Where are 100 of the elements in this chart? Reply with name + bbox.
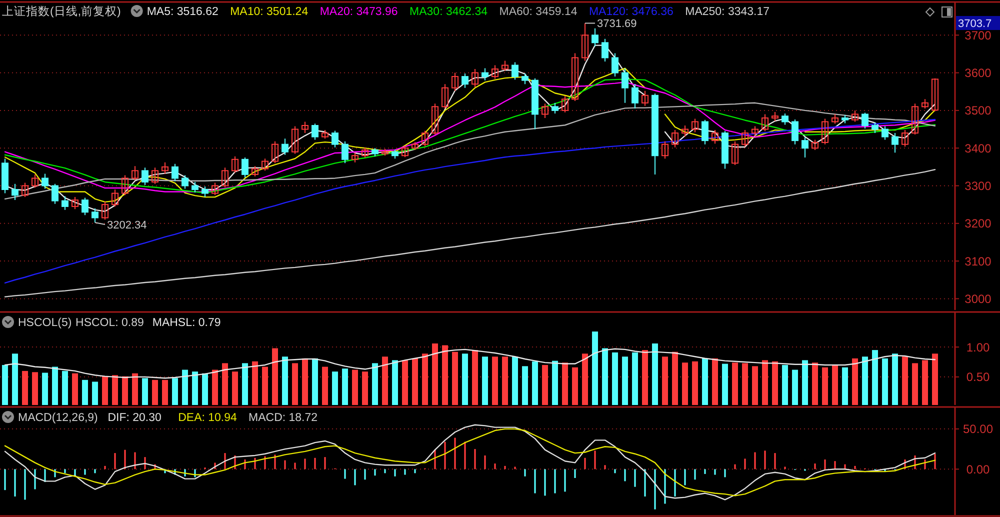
y-tick-label: 3600 (964, 66, 992, 80)
candlestick (622, 68, 628, 104)
candlestick (642, 90, 648, 106)
candlestick (62, 196, 68, 210)
candlestick (732, 140, 738, 166)
candlestick (742, 130, 748, 148)
candlestick (162, 162, 168, 174)
candlestick (672, 130, 678, 148)
candlestick (882, 126, 888, 140)
candlestick (182, 174, 188, 190)
candlestick (692, 118, 698, 133)
text: DIF: 20.30 (108, 412, 162, 424)
candlestick (22, 182, 28, 198)
candlestick (462, 73, 468, 88)
candlestick (132, 166, 138, 181)
y-tick-label: 3300 (964, 178, 992, 193)
candlestick (402, 145, 408, 158)
y-tick-label: 3700 (964, 28, 992, 42)
y-tick-label: 3000 (964, 292, 992, 306)
candlestick (632, 84, 638, 110)
annotation: MACD: 18.72 (248, 412, 318, 424)
candlestick (902, 130, 908, 148)
candlestick (212, 182, 218, 196)
candlestick (922, 98, 928, 110)
candlestick (762, 114, 768, 132)
candlestick (782, 112, 788, 126)
y-tick-label: 0.50 (966, 370, 990, 384)
annotation: 3731.69 (597, 18, 637, 30)
candlestick (452, 72, 458, 92)
candlestick (892, 132, 898, 154)
candlestick (122, 174, 128, 196)
candlestick (572, 52, 578, 102)
chart-title: HSCOL(5) (18, 317, 72, 329)
candlestick (592, 28, 598, 47)
candlestick (302, 121, 308, 134)
candlestick (142, 167, 148, 186)
candlestick (102, 201, 108, 220)
candlestick (42, 173, 48, 190)
line-series (4, 168, 936, 298)
candlestick (442, 84, 448, 110)
annotation: 3202.34 (107, 220, 147, 232)
candlestick (772, 111, 778, 122)
candlestick (712, 130, 718, 144)
chart-title: 上证指数(日线,前复权) (2, 5, 122, 18)
candlestick (432, 103, 438, 136)
candlestick (802, 137, 808, 158)
y-tick-label: 0.00 (966, 462, 990, 476)
candlestick (482, 68, 488, 81)
candlestick (562, 96, 568, 113)
candlestick (12, 183, 18, 201)
candlestick (392, 149, 398, 160)
candlestick (112, 189, 118, 207)
text: 3703.7 (958, 18, 992, 30)
candlestick (702, 119, 708, 145)
candlestick (172, 163, 178, 182)
text: MAHSL: 0.79 (152, 317, 221, 329)
candlestick (852, 110, 858, 122)
candlestick (582, 22, 588, 62)
candlestick (152, 167, 158, 184)
text: MA5: 3516.62 (146, 6, 218, 18)
candlestick (252, 166, 258, 177)
candlestick (542, 103, 548, 118)
candlestick (362, 146, 368, 158)
candlestick (272, 140, 278, 164)
candlestick (312, 123, 318, 140)
text: DEA: 10.94 (178, 412, 238, 424)
candlestick (832, 114, 838, 124)
candlestick (202, 186, 208, 198)
text: MA10: 3501.24 (230, 6, 309, 18)
candlestick (932, 78, 938, 112)
candlestick (92, 208, 98, 224)
candlestick (232, 156, 238, 174)
text: MA60: 3459.14 (499, 6, 578, 18)
candlestick (342, 140, 348, 164)
candlestick (192, 181, 198, 194)
candlestick (612, 52, 618, 78)
line-series (4, 102, 936, 200)
candlestick (502, 60, 508, 72)
candlestick (492, 64, 498, 80)
chart-title: MACD(12,26,9) (18, 412, 98, 424)
candlestick (792, 118, 798, 145)
candlestick (262, 158, 268, 172)
candlestick (872, 122, 878, 134)
candlestick (602, 38, 608, 62)
text: MA20: 3473.96 (320, 6, 398, 18)
candlestick (512, 62, 518, 80)
candlestick (472, 68, 478, 88)
y-tick-label: 1.00 (966, 340, 990, 354)
candlestick (32, 174, 38, 188)
candlestick (352, 152, 358, 163)
candlestick (242, 157, 248, 178)
candlestick (862, 112, 868, 130)
y-tick-label: 3100 (964, 254, 992, 268)
candlestick (82, 197, 88, 216)
candlestick (812, 139, 818, 150)
y-tick-label: 3500 (964, 104, 992, 118)
candlestick (332, 130, 338, 148)
text: MA30: 3462.34 (410, 6, 488, 18)
annotation: HSCOL: 0.89 (76, 317, 144, 329)
candlestick (422, 130, 428, 147)
